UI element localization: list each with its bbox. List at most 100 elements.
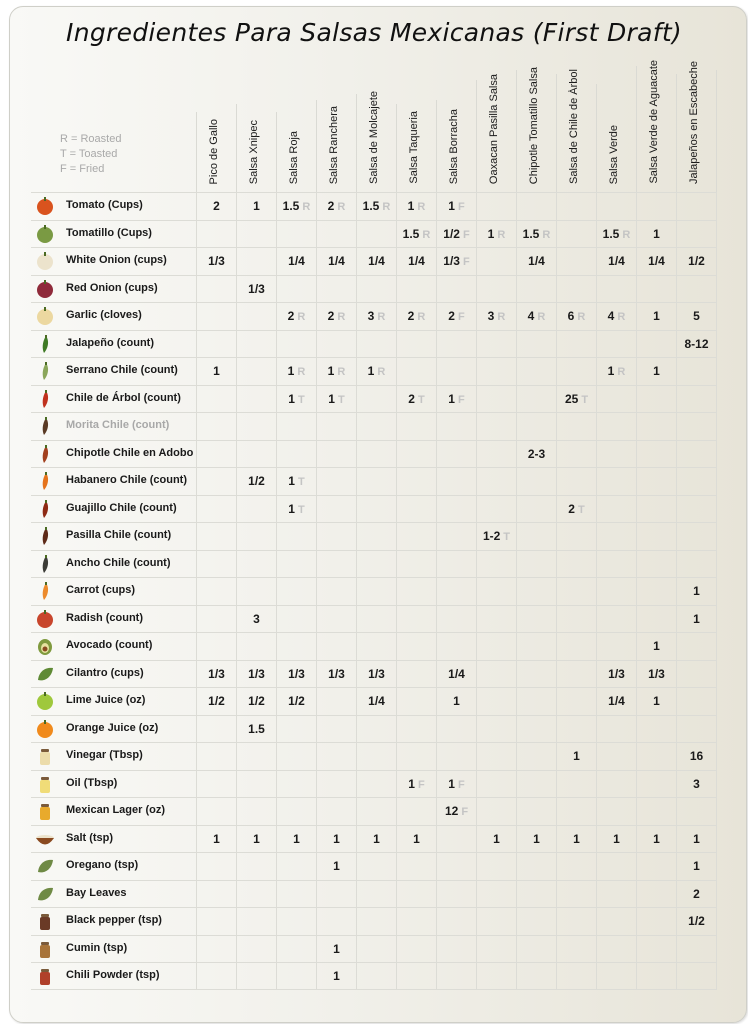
- table-cell: [556, 853, 596, 880]
- column-divider: [356, 94, 357, 192]
- table-cell: [396, 880, 436, 907]
- table-cell: 5: [676, 303, 716, 330]
- column-divider: [716, 60, 748, 192]
- quantity: 1: [288, 474, 295, 488]
- table-cell: [476, 468, 516, 495]
- table-cell: 1: [276, 825, 316, 852]
- table-row: Radish (count) 3 1: [31, 604, 716, 632]
- chili-powder-jar-icon: [35, 966, 55, 986]
- table-cell: 1: [556, 825, 596, 852]
- cilantro-icon: [35, 664, 55, 684]
- column-divider: [196, 112, 197, 192]
- table-cell: [196, 633, 236, 660]
- table-cell: [196, 413, 236, 440]
- quantity: 3: [367, 309, 375, 323]
- column-divider: [556, 74, 557, 192]
- table-cell: 1/2: [276, 688, 316, 715]
- quantity: 1: [253, 199, 260, 213]
- table-cell: [236, 358, 276, 385]
- ingredient-name: Morita Chile (count): [66, 419, 170, 431]
- quantity: 1: [253, 831, 260, 846]
- table-cell: [356, 963, 396, 989]
- table-cell: [396, 743, 436, 770]
- salt-bowl-icon: [35, 829, 55, 849]
- table-cell: [556, 468, 596, 495]
- table-cell: [236, 220, 276, 247]
- table-cell: 1: [676, 825, 716, 852]
- table-cell: [516, 743, 556, 770]
- ingredient-name: Oil (Tbsp): [66, 776, 118, 789]
- quantity: 1: [333, 941, 340, 956]
- ingredient-name: Radish (count): [66, 611, 143, 624]
- ingredient-name: Carrot (cups): [66, 584, 136, 596]
- prep-method-code: F: [417, 778, 425, 791]
- table-cell: [596, 798, 636, 825]
- column-header-label: Salsa Borracha: [448, 108, 460, 184]
- table-cell: [516, 853, 556, 880]
- quantity: 1/4: [288, 254, 305, 268]
- table-cell: [396, 660, 436, 687]
- table-cell: [196, 220, 236, 247]
- quantity: 4: [607, 309, 615, 323]
- quantity: 2: [448, 309, 455, 323]
- table-cell: [556, 220, 596, 247]
- table-cell: [196, 963, 236, 989]
- quantity: 1: [487, 226, 495, 241]
- table-cell: [516, 275, 556, 302]
- table-row: Tomatillo (Cups) 1.5 R 1/2 F 1 R 1.5 R 1.5 R 1: [31, 219, 716, 247]
- table-cell: [636, 880, 676, 907]
- table-cell: [316, 220, 356, 247]
- column-header-label: Salsa Verde: [608, 124, 620, 184]
- table-cell: [276, 605, 316, 632]
- ingredient-name: Bay Leaves: [66, 886, 127, 899]
- table-cell: 1/4: [316, 248, 356, 275]
- ingredient-name: Cilantro (cups): [66, 666, 144, 679]
- table-cell: 1: [636, 688, 676, 715]
- quantity: 1: [288, 501, 295, 516]
- quantity: 1-2: [482, 529, 501, 543]
- quantity: 1/4: [328, 254, 345, 268]
- table-cell: [356, 770, 396, 797]
- table-cell: [396, 715, 436, 742]
- table-cell: 12 F: [436, 798, 476, 825]
- tomato-icon: [35, 196, 55, 216]
- table-cell: [276, 413, 316, 440]
- ingredient-name: Tomatillo (Cups): [66, 226, 152, 239]
- table-cell: [476, 963, 516, 989]
- table-cell: 2: [196, 193, 236, 220]
- column-divider: [676, 74, 677, 192]
- table-cell: [356, 330, 396, 357]
- table-cell: 1: [316, 853, 356, 880]
- table-cell: [396, 578, 436, 605]
- garlic-icon: [35, 306, 55, 326]
- quantity: 1/2: [688, 914, 705, 928]
- table-cell: [356, 385, 396, 412]
- table-cell: [236, 743, 276, 770]
- table-cell: [556, 798, 596, 825]
- table-cell: [676, 688, 716, 715]
- quantity: 1: [693, 584, 700, 598]
- table-cell: [676, 550, 716, 577]
- table-cell: [316, 523, 356, 550]
- table-cell: [276, 770, 316, 797]
- quantity: 1: [533, 831, 540, 846]
- table-cell: [556, 550, 596, 577]
- table-cell: [436, 578, 476, 605]
- table-cell: [556, 193, 596, 220]
- quantity: 1: [607, 364, 615, 378]
- prep-method-code: R: [297, 311, 306, 323]
- column-divider: [236, 104, 237, 192]
- table-cell: [236, 770, 276, 797]
- table-row: Cumin (tsp) 1: [31, 934, 716, 962]
- table-row: Vinegar (Tbsp) 1 16: [31, 742, 716, 770]
- quantity: 1/2: [443, 226, 460, 241]
- tomatillo-icon: [35, 224, 55, 244]
- table-cell: [636, 770, 676, 797]
- table-cell: 1/4: [356, 248, 396, 275]
- table-cell: [516, 495, 556, 522]
- table-cell: [316, 578, 356, 605]
- table-cell: [636, 330, 676, 357]
